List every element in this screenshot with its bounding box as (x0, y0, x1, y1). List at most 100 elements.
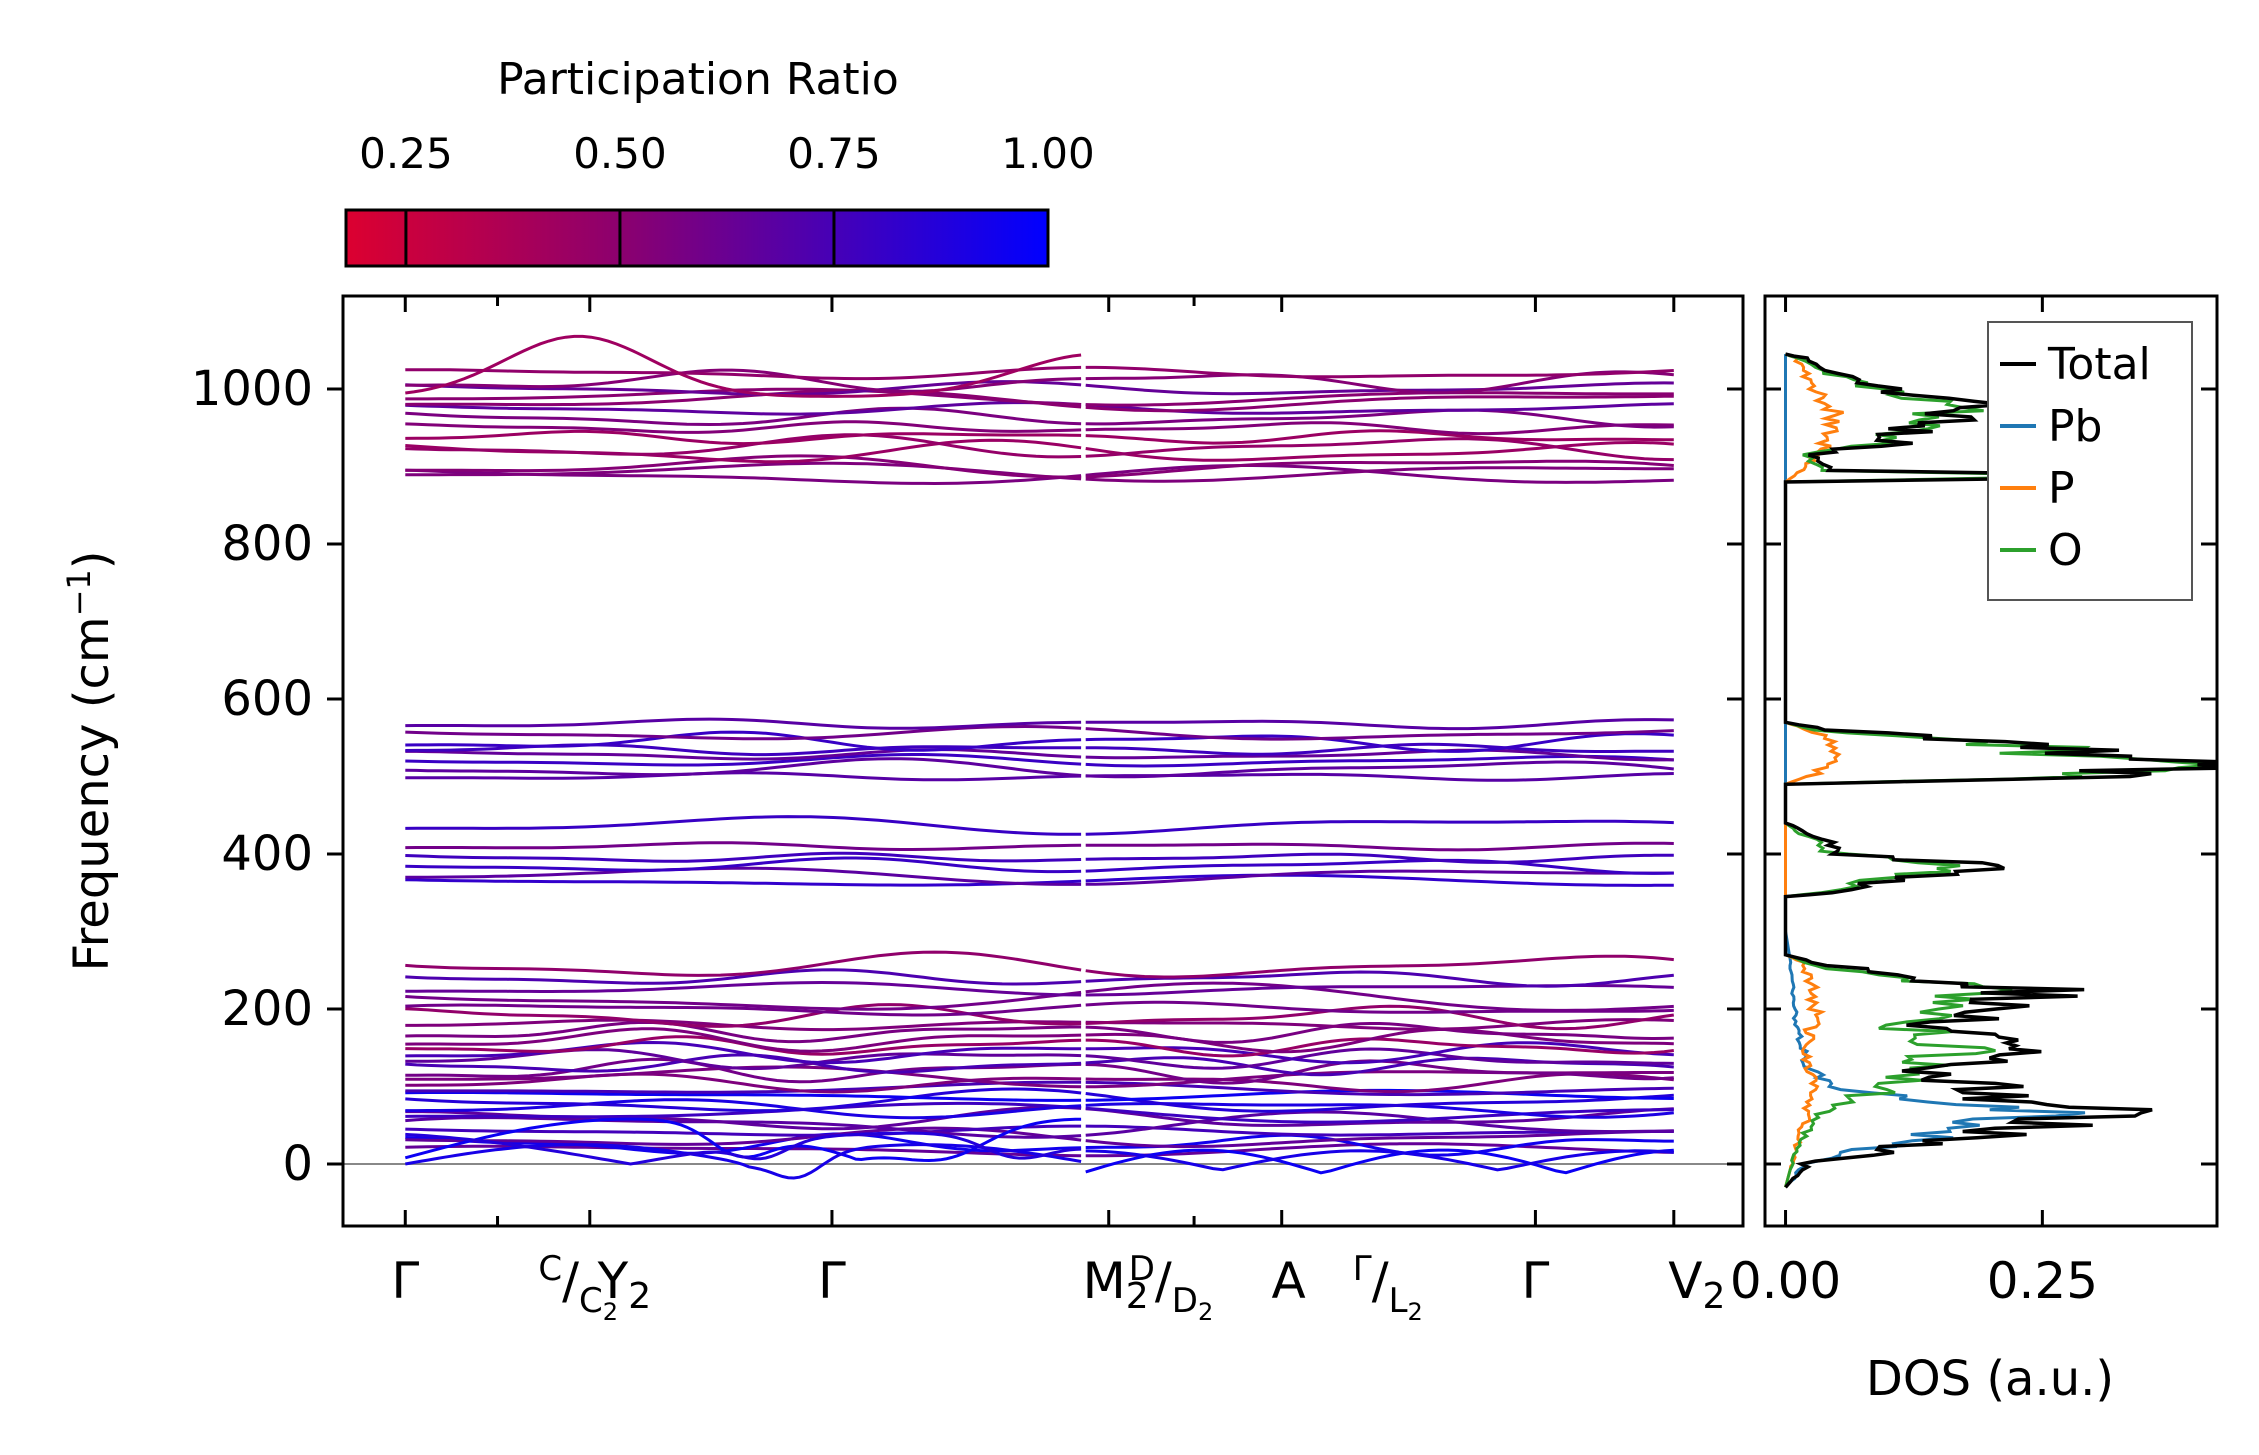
band-line (1085, 394, 1674, 413)
band-line (405, 841, 1082, 851)
band-line (405, 1048, 1082, 1071)
band-line (1085, 464, 1674, 484)
band-line (1085, 1037, 1674, 1058)
band-line (405, 748, 1082, 761)
band-line (405, 717, 1082, 730)
y-tick-label: 400 (221, 826, 313, 882)
band-line (1085, 869, 1674, 886)
colorbar-tick-label: 0.25 (359, 129, 453, 178)
high-symmetry-label: D/D2 (1129, 1249, 1214, 1326)
high-symmetry-label: Γ (1521, 1252, 1549, 1310)
band-line (1085, 408, 1674, 429)
band-line (1085, 984, 1674, 997)
band-line (405, 724, 1082, 741)
dos-line-total (1783, 352, 2217, 1189)
band-line (405, 980, 1082, 997)
y-tick-label: 0 (282, 1136, 313, 1192)
y-tick-label: 1000 (191, 361, 313, 417)
band-line (1085, 1041, 1674, 1065)
band-line (1085, 748, 1674, 762)
y-tick-label: 600 (221, 671, 313, 727)
high-symmetry-label: Γ/L2 (1353, 1249, 1423, 1326)
band-line (405, 380, 1082, 396)
band-line-top-arc (405, 334, 1082, 398)
y-tick-label: 800 (221, 516, 313, 572)
band-line (1085, 852, 1674, 864)
band-line (405, 950, 1082, 977)
dos-x-tick-label: 0.25 (1987, 1252, 2098, 1310)
band-line (1085, 760, 1674, 779)
high-symmetry-label: A (1272, 1252, 1306, 1310)
band-line (405, 401, 1082, 416)
dos-ticks: 0.00 0.25 (1730, 296, 2217, 1310)
band-line (1085, 391, 1674, 407)
band-line (1085, 437, 1674, 462)
band-line (1085, 727, 1674, 741)
band-line (1085, 1004, 1675, 1031)
band-line (1085, 440, 1674, 462)
band-line (405, 968, 1082, 986)
band-line (1085, 718, 1674, 731)
band-line (1085, 1092, 1674, 1113)
high-symmetry-label: M2 (1083, 1252, 1149, 1317)
y-tick-label: 200 (221, 981, 313, 1037)
band-line (1085, 1070, 1674, 1089)
band-line (1085, 1080, 1674, 1097)
band-line (405, 1091, 1082, 1102)
acoustic-band (405, 1143, 1082, 1180)
band-line (1085, 466, 1674, 483)
band-line (1085, 1142, 1674, 1158)
band-line (405, 878, 1082, 887)
legend-label-o: O (2048, 525, 2083, 576)
band-line (1085, 732, 1674, 753)
high-symmetry-label: Y2 (597, 1252, 651, 1317)
band-line (405, 454, 1082, 479)
band-line (1085, 954, 1674, 979)
band-line (1085, 981, 1674, 1012)
band-line (1085, 421, 1674, 436)
band-line (405, 815, 1082, 836)
dos-x-axis-label: DOS (a.u.) (1866, 1351, 2114, 1407)
band-y-axis-label: Frequency (cm−1) (60, 550, 120, 971)
high-symmetry-label: V2 (1668, 1252, 1725, 1317)
legend-label-p: P (2048, 463, 2075, 514)
dos-legend: Total Pb PO (1987, 321, 2193, 601)
band-line (405, 866, 1082, 886)
band-line (1085, 858, 1674, 875)
band-line (405, 753, 1082, 767)
band-line (405, 406, 1082, 427)
colorbar: Participation Ratio 0.25 0.50 0.75 1.00 (344, 54, 1095, 268)
acoustic-band (405, 1131, 1082, 1166)
band-line (1085, 365, 1674, 379)
dos-panel: 0.00 0.25 DOS (a.u.) Total Pb PO (1730, 294, 2219, 1407)
high-symmetry-label: Γ (391, 1252, 419, 1310)
band-line (1085, 1018, 1674, 1031)
band-line (405, 429, 1082, 446)
band-line (405, 389, 1082, 409)
band-line (1085, 381, 1674, 396)
legend-label-pb: Pb (2048, 401, 2102, 452)
colorbar-tick-label: 0.75 (787, 129, 881, 178)
band-line (1085, 459, 1674, 479)
acoustic-band (1085, 1149, 1674, 1172)
dos-curves (1783, 352, 2217, 1189)
acoustic-band (1085, 1148, 1674, 1175)
band-line (1085, 819, 1674, 836)
colorbar-title: Participation Ratio (497, 54, 899, 105)
band-line (405, 730, 1082, 752)
band-line (1085, 1047, 1674, 1070)
band-line (405, 856, 1082, 874)
band-line (1085, 1133, 1674, 1157)
dos-line-p (1784, 352, 1844, 1188)
legend-label-total: Total (2047, 339, 2151, 390)
band-line (1085, 1022, 1674, 1044)
band-line (405, 1087, 1082, 1113)
band-line (405, 387, 1082, 406)
band-line (405, 1003, 1082, 1017)
band-line (405, 433, 1082, 459)
band-y-ticks: 0 200 400 600 800 1000 (191, 361, 1743, 1192)
phonon-bands (343, 334, 1743, 1180)
high-symmetry-label: C/C2 (538, 1249, 618, 1326)
band-line (405, 1020, 1082, 1044)
band-line (405, 1027, 1082, 1053)
